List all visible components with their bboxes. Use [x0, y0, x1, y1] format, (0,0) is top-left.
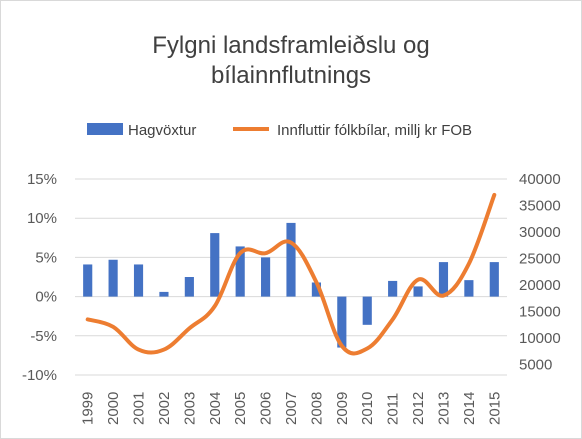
y-right-tick-label: 40000: [519, 171, 561, 188]
bar-series: [83, 222, 499, 348]
bar-2014: [464, 280, 474, 297]
line-series: [85, 192, 497, 356]
y-right-tick-label: 15000: [519, 303, 561, 320]
bar-2004: [210, 233, 220, 297]
x-tick-label: 2010: [359, 392, 376, 425]
x-tick-label: 2008: [308, 392, 325, 425]
chart-title: Fylgni landsframleiðslu og bílainnflutni…: [152, 32, 429, 89]
bar-2011: [388, 280, 398, 297]
y-right-tick-label: 5000: [519, 356, 552, 373]
y-left-tick-label: -5%: [30, 328, 57, 345]
bar-2006: [261, 257, 271, 297]
y-left-tick-label: 15%: [27, 171, 57, 188]
x-tick-label: 2002: [156, 392, 173, 425]
x-tick-label: 2015: [486, 392, 503, 425]
y-axis-left: 15% 10% 5% 0% -5% -10%: [22, 171, 57, 384]
y-right-tick-label: 20000: [519, 277, 561, 294]
x-tick-label: 2003: [181, 392, 198, 425]
x-axis: 1999 2000 2001 2002 2003 2004 2005 2006 2007 2008…: [80, 392, 504, 425]
x-tick-label: 2013: [435, 392, 452, 425]
x-tick-label: 2014: [461, 392, 478, 425]
chart-title-line-1: Fylgni landsframleiðslu og: [152, 32, 429, 59]
legend-label-innfluttir: Innfluttir fólkbílar, millj kr FOB: [277, 122, 472, 139]
y-right-tick-label: 35000: [519, 197, 561, 214]
x-tick-label: 2009: [334, 392, 351, 425]
legend: Hagvöxtur Innfluttir fólkbílar, millj kr…: [87, 122, 472, 139]
bar-2007: [286, 222, 296, 297]
x-tick-label: 2006: [258, 392, 275, 425]
y-right-tick-label: 25000: [519, 250, 561, 267]
x-tick-label: 2004: [207, 392, 224, 425]
bar-2012: [413, 286, 423, 297]
bar-2008: [311, 282, 321, 297]
bar-2015: [489, 262, 499, 297]
bar-2013: [438, 262, 449, 297]
chart-title-line-2: bílainnflutnings: [211, 62, 371, 89]
y-left-tick-label: 0%: [35, 289, 57, 306]
bar-2010: [362, 296, 372, 325]
bar-2000: [108, 259, 118, 297]
legend-swatch-hagvoxtur: [87, 123, 123, 135]
bar-1999: [83, 264, 93, 297]
x-tick-label: 2011: [385, 393, 402, 425]
y-left-tick-label: -10%: [22, 367, 57, 384]
line-innfluttir: [85, 192, 497, 356]
x-tick-label: 2012: [410, 392, 427, 425]
x-tick-label: 2005: [232, 392, 249, 425]
x-tick-label: 2000: [105, 392, 122, 425]
bar-2002: [159, 291, 169, 297]
y-right-tick-label: 10000: [519, 330, 561, 347]
x-tick-label: 1999: [80, 392, 97, 425]
bar-2005: [235, 246, 245, 297]
legend-label-hagvoxtur: Hagvöxtur: [128, 122, 196, 139]
bar-2001: [133, 264, 144, 297]
y-left-tick-label: 5%: [35, 249, 57, 266]
y-axis-right: 40000 35000 30000 25000 20000 15000 10000 5000: [519, 171, 561, 373]
bar-2009: [337, 296, 347, 348]
x-tick-label: 2001: [131, 392, 148, 425]
y-left-tick-label: 10%: [27, 210, 57, 227]
x-tick-label: 2007: [283, 392, 300, 425]
y-right-tick-label: 30000: [519, 224, 561, 241]
bar-2003: [184, 277, 194, 297]
